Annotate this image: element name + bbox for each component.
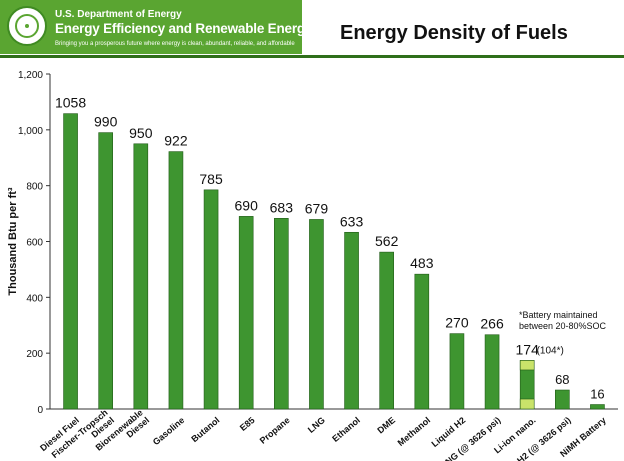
x-tick-label-group: LNG: [306, 415, 327, 435]
data-label: 922: [164, 133, 188, 149]
x-tick-label-group: DME: [375, 415, 397, 436]
x-tick-label: Ethanol: [330, 415, 362, 444]
y-tick-label: 400: [26, 293, 43, 304]
bar: [379, 251, 394, 410]
y-tick-label: 200: [26, 349, 43, 360]
bar-unusable-top: [519, 360, 535, 371]
x-tick-label: E85: [238, 415, 257, 433]
y-tick-label: 600: [26, 238, 43, 249]
page-header: U.S. Department of Energy Energy Efficie…: [0, 0, 624, 58]
data-label: 1058: [55, 95, 86, 111]
x-tick-label: Gasoline: [151, 415, 187, 447]
y-tick-label: 0: [37, 405, 43, 416]
data-label: 270: [445, 315, 469, 331]
x-tick-label-group: Gasoline: [151, 415, 187, 447]
bar: [274, 218, 289, 410]
page-title: Energy Density of Fuels: [340, 22, 568, 44]
y-axis-title: Thousand Btu per ft³: [7, 187, 19, 295]
bar: [63, 113, 78, 410]
x-tick-label-group: E85: [238, 415, 257, 433]
y-tick-label: 1,200: [18, 70, 43, 81]
bar: [484, 334, 500, 410]
data-label: 483: [410, 255, 434, 271]
x-tick-label: LNG: [306, 415, 327, 435]
data-label: 562: [375, 233, 399, 249]
data-label: 679: [305, 200, 329, 216]
header-rule: [0, 55, 624, 58]
data-label: 690: [235, 197, 259, 213]
data-label: 633: [340, 213, 364, 229]
doe-seal-center: [25, 24, 29, 28]
x-tick-label-group: Methanol: [396, 415, 433, 448]
data-label: 266: [480, 316, 504, 332]
bar: [555, 389, 570, 410]
secondary-data-label: (104*): [537, 345, 564, 356]
y-tick-label: 800: [26, 182, 43, 193]
agency-tagline: Bringing you a prosperous future where e…: [55, 41, 295, 47]
x-tick-label-group: Ethanol: [330, 415, 362, 444]
bar: [203, 189, 219, 410]
data-label: 785: [199, 171, 223, 187]
x-tick-label: Methanol: [396, 415, 433, 448]
x-tick-label-group: Butanol: [189, 415, 221, 444]
data-label: 16: [590, 387, 604, 402]
doe-seal-ring: [15, 14, 39, 38]
data-label: 990: [94, 114, 118, 130]
bar: [414, 273, 430, 410]
doe-seal-icon: [7, 6, 47, 46]
bar: [309, 219, 324, 410]
bar: [168, 151, 184, 410]
bar: [590, 404, 605, 410]
agency-name: U.S. Department of Energy: [55, 9, 182, 20]
doe-banner: U.S. Department of Energy Energy Efficie…: [0, 0, 312, 54]
bar: [238, 216, 254, 410]
data-label: 950: [129, 125, 153, 141]
bar: [98, 132, 113, 410]
battery-note-line1: *Battery maintained: [519, 310, 598, 320]
battery-note-line2: between 20-80%SOC: [519, 321, 607, 331]
x-tick-label: DME: [375, 415, 397, 436]
bar: [449, 333, 465, 410]
battery-note: *Battery maintained between 20-80%SOC: [519, 310, 606, 332]
office-name: Energy Efficiency and Renewable Energy: [55, 21, 313, 36]
bar: [133, 143, 149, 410]
bar-unusable-bottom: [519, 398, 535, 410]
x-tick-label: Butanol: [189, 415, 221, 444]
x-tick-label-group: Propane: [258, 415, 292, 446]
data-label: 683: [270, 199, 294, 215]
data-label: 174: [516, 341, 540, 357]
bar: [344, 231, 359, 410]
y-tick-label: 1,000: [18, 126, 43, 137]
data-label: 68: [555, 372, 569, 387]
x-tick-label: Propane: [258, 415, 292, 446]
